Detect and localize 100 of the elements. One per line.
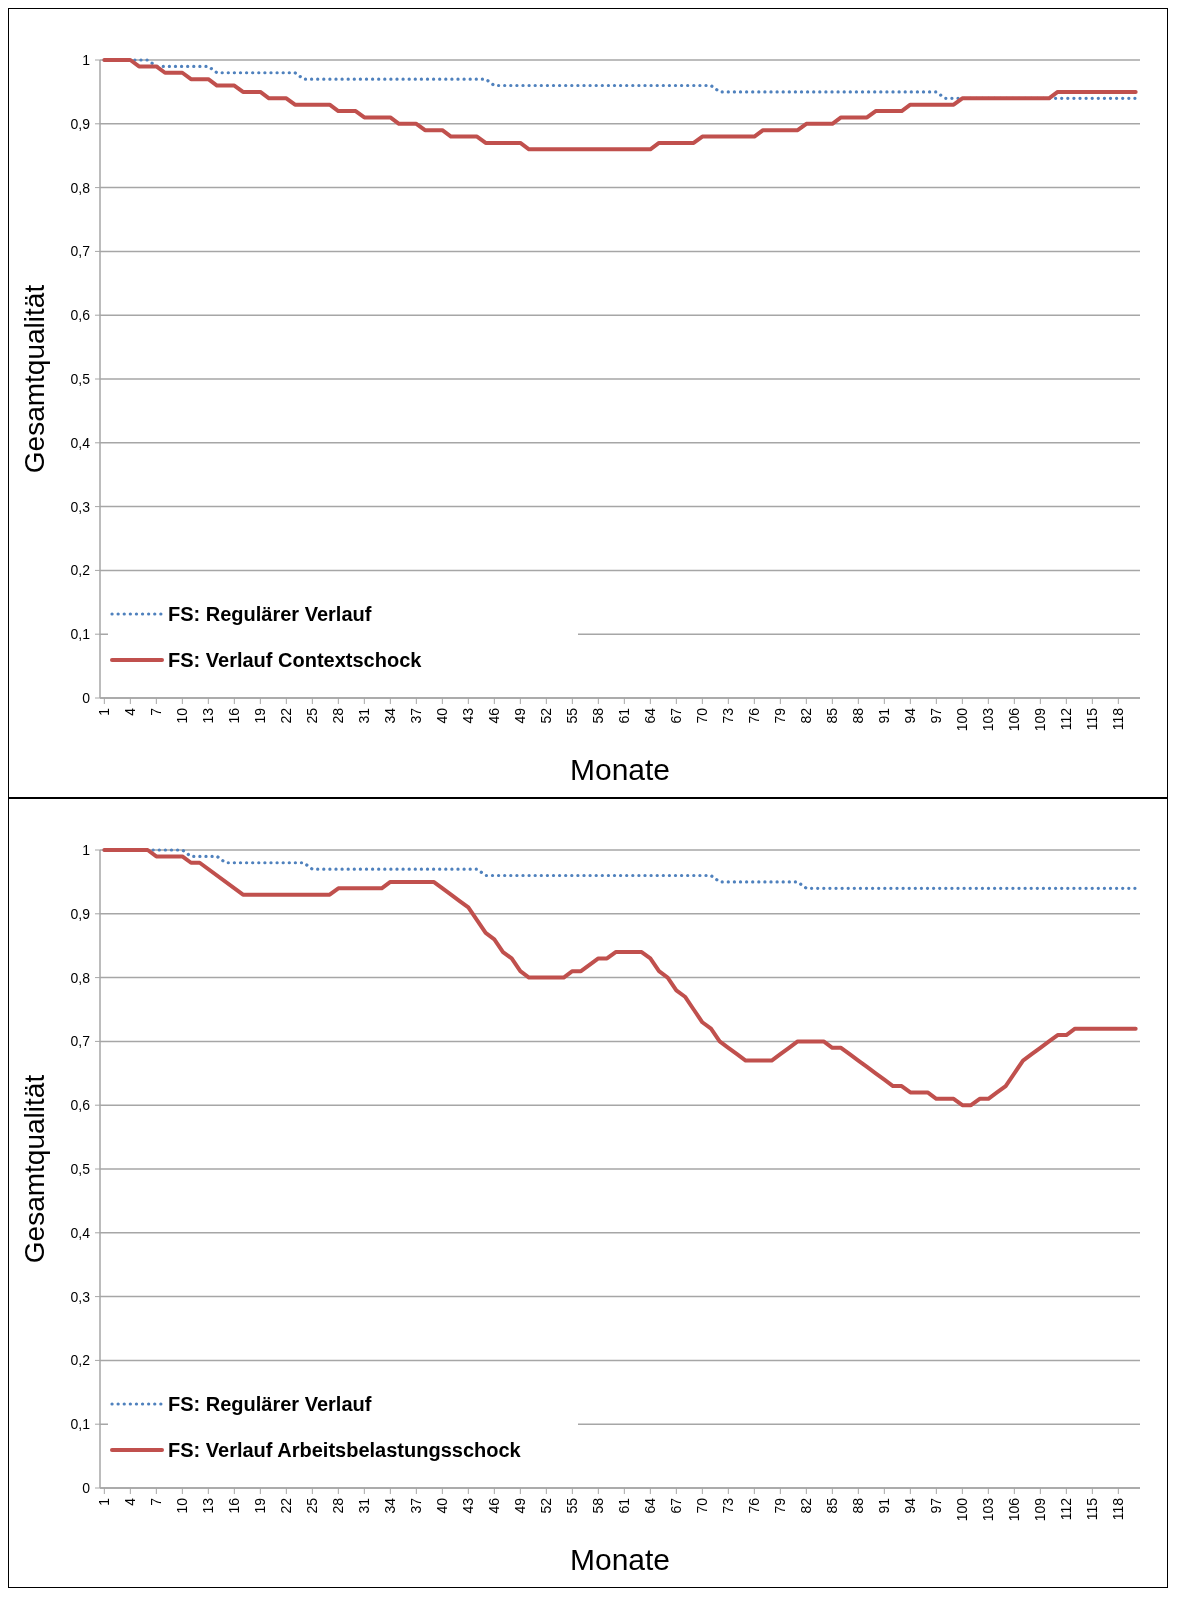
x-tick-label: 49 (512, 707, 529, 724)
x-tick-label: 73 (720, 707, 737, 724)
x-tick-label: 115 (1084, 1497, 1101, 1521)
x-tick-label: 49 (512, 1497, 529, 1514)
y-tick-label: 0 (82, 689, 91, 706)
y-tick-label: 0,9 (70, 115, 91, 132)
x-tick-label: 43 (460, 707, 477, 724)
legend-label: FS: Regulärer Verlauf (168, 603, 372, 625)
x-tick-label: 100 (954, 1497, 971, 1522)
x-axis-title: Monate (569, 1543, 671, 1576)
x-tick-label: 46 (486, 1497, 503, 1514)
x-tick-label: 19 (252, 707, 269, 724)
x-tick-label: 79 (772, 1497, 789, 1514)
x-tick-label: 103 (980, 1497, 997, 1522)
x-tick-label: 67 (668, 1497, 685, 1514)
x-tick-label: 118 (1110, 707, 1127, 731)
x-tick-label: 58 (590, 1497, 607, 1514)
x-tick-label: 94 (902, 707, 919, 724)
y-axis-title: Gesamtqualität (19, 1074, 50, 1264)
y-tick-label: 0,6 (70, 1097, 91, 1114)
x-tick-label: 16 (226, 707, 243, 724)
x-tick-label: 1 (96, 707, 113, 716)
y-tick-label: 1 (82, 841, 91, 858)
legend-label: FS: Verlauf Arbeitsbelastungsschock (168, 1439, 522, 1461)
y-tick-label: 0,3 (70, 1288, 91, 1305)
x-tick-label: 34 (382, 1497, 399, 1514)
x-tick-label: 4 (122, 707, 139, 716)
x-tick-label: 34 (382, 707, 399, 724)
y-tick-label: 0,8 (70, 969, 91, 986)
x-tick-label: 40 (434, 1497, 451, 1514)
x-tick-label: 106 (1006, 707, 1023, 732)
y-tick-label: 0,7 (70, 243, 91, 260)
y-tick-label: 0 (82, 1479, 91, 1496)
x-tick-label: 88 (850, 1497, 867, 1514)
y-tick-label: 0,9 (70, 905, 91, 922)
x-tick-label: 103 (980, 707, 997, 732)
x-tick-label: 85 (824, 707, 841, 724)
x-tick-label: 73 (720, 1497, 737, 1514)
x-tick-label: 115 (1084, 707, 1101, 731)
y-tick-label: 0,3 (70, 498, 91, 515)
x-tick-label: 79 (772, 707, 789, 724)
x-tick-label: 100 (954, 707, 971, 732)
x-tick-label: 22 (278, 1497, 295, 1514)
x-tick-label: 37 (408, 707, 425, 724)
x-tick-label: 97 (928, 707, 945, 724)
y-tick-label: 0,6 (70, 307, 91, 324)
x-axis-title: Monate (569, 753, 671, 786)
x-tick-label: 31 (356, 1497, 373, 1514)
x-tick-label: 64 (642, 1497, 659, 1514)
x-tick-label: 67 (668, 707, 685, 724)
x-tick-label: 7 (148, 1497, 165, 1506)
y-tick-label: 0,7 (70, 1033, 91, 1050)
x-tick-label: 40 (434, 707, 451, 724)
x-tick-label: 76 (746, 1497, 763, 1514)
x-tick-label: 19 (252, 1497, 269, 1514)
x-tick-label: 85 (824, 1497, 841, 1514)
legend-label: FS: Regulärer Verlauf (168, 1393, 372, 1415)
x-tick-label: 91 (876, 1497, 893, 1514)
x-tick-label: 43 (460, 1497, 477, 1514)
x-tick-label: 37 (408, 1497, 425, 1514)
x-tick-label: 22 (278, 707, 295, 724)
x-tick-label: 109 (1032, 707, 1049, 732)
y-tick-label: 0,5 (70, 1160, 91, 1177)
x-tick-label: 118 (1110, 1497, 1127, 1521)
x-tick-label: 16 (226, 1497, 243, 1514)
x-tick-label: 82 (798, 707, 815, 724)
x-tick-label: 55 (564, 1497, 581, 1514)
x-tick-label: 61 (616, 1497, 633, 1514)
x-tick-label: 4 (122, 1497, 139, 1506)
y-tick-label: 1 (82, 51, 91, 68)
x-tick-label: 109 (1032, 1497, 1049, 1522)
x-tick-label: 1 (96, 1497, 113, 1506)
x-tick-label: 28 (330, 1497, 347, 1514)
x-tick-label: 55 (564, 707, 581, 724)
x-tick-label: 52 (538, 1497, 555, 1514)
x-tick-label: 112 (1058, 1497, 1075, 1521)
y-tick-label: 0,4 (70, 1224, 91, 1241)
y-axis-title: Gesamtqualität (19, 284, 50, 474)
x-tick-label: 25 (304, 707, 321, 724)
x-tick-label: 61 (616, 707, 633, 724)
y-tick-label: 0,1 (70, 626, 91, 643)
x-tick-label: 58 (590, 707, 607, 724)
x-tick-label: 64 (642, 707, 659, 724)
x-tick-label: 31 (356, 707, 373, 724)
x-tick-label: 88 (850, 707, 867, 724)
x-tick-label: 7 (148, 707, 165, 716)
x-tick-label: 46 (486, 707, 503, 724)
x-tick-label: 94 (902, 1497, 919, 1514)
x-tick-label: 112 (1058, 707, 1075, 731)
y-tick-label: 0,8 (70, 179, 91, 196)
y-tick-label: 0,5 (70, 370, 91, 387)
x-tick-label: 10 (174, 1497, 191, 1514)
x-tick-label: 10 (174, 707, 191, 724)
x-tick-label: 70 (694, 1497, 711, 1514)
legend-label: FS: Verlauf Contextschock (168, 649, 423, 671)
y-tick-label: 0,2 (70, 1352, 91, 1369)
y-tick-label: 0,2 (70, 562, 91, 579)
x-tick-label: 52 (538, 707, 555, 724)
x-tick-label: 106 (1006, 1497, 1023, 1522)
x-tick-label: 13 (200, 707, 217, 724)
